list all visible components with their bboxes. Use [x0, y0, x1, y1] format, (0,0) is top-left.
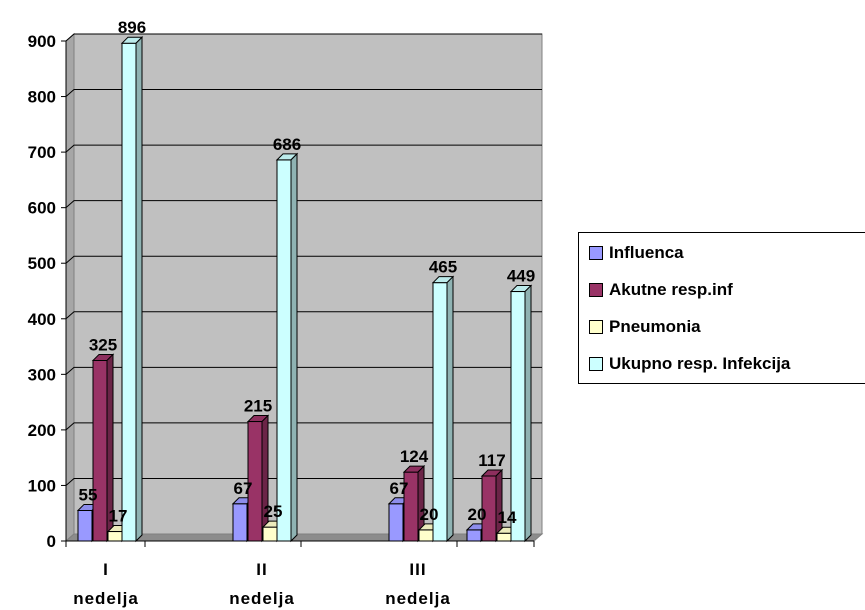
y-tick-label: 100 — [28, 476, 56, 495]
bar — [509, 284, 533, 543]
legend: Influenca Akutne resp.inf Pneumonia Ukupno … — [578, 232, 865, 384]
bar — [120, 36, 144, 543]
legend-item: Ukupno resp. Infekcija — [589, 354, 790, 374]
gridline — [65, 33, 542, 42]
data-label: 215 — [244, 397, 272, 416]
bar — [275, 152, 299, 543]
data-label: 896 — [118, 18, 146, 37]
gridline — [65, 200, 542, 209]
category-label: II — [256, 560, 267, 579]
y-tick-label: 0 — [47, 532, 56, 551]
data-label: 325 — [89, 335, 117, 354]
gridline — [65, 311, 542, 320]
bar-side — [135, 36, 143, 543]
y-tick-label: 200 — [28, 421, 56, 440]
legend-label: Pneumonia — [609, 317, 701, 336]
legend-swatch — [589, 246, 603, 260]
bar-front — [466, 529, 482, 542]
bar-front — [232, 503, 248, 542]
bar-side — [261, 414, 269, 543]
y-tick-label: 800 — [28, 88, 56, 107]
gridline — [65, 477, 542, 486]
gridline — [65, 144, 542, 153]
bar-side — [290, 152, 298, 543]
legend-swatch — [589, 357, 603, 371]
legend-item: Akutne resp.inf — [589, 280, 733, 300]
gridline — [65, 366, 542, 375]
y-tick-label: 300 — [28, 365, 56, 384]
category-label: nedelja — [73, 589, 139, 608]
legend-item: Pneumonia — [589, 317, 701, 337]
bar-front — [418, 529, 434, 542]
bar — [246, 414, 270, 543]
plot-side-wall — [65, 32, 75, 543]
data-label: 449 — [507, 267, 535, 286]
legend-label: Influenca — [609, 243, 684, 262]
bar — [480, 468, 504, 543]
data-label: 17 — [109, 507, 128, 526]
plot-back-wall — [73, 33, 543, 535]
legend-swatch — [589, 320, 603, 334]
bar-front — [92, 359, 108, 542]
data-label: 686 — [273, 135, 301, 154]
y-tick-label: 400 — [28, 310, 56, 329]
bar-side — [446, 275, 454, 543]
data-label: 465 — [429, 258, 457, 277]
bar-front — [262, 526, 278, 542]
category-label: nedelja — [385, 589, 451, 608]
y-tick-label: 900 — [28, 32, 56, 51]
bars — [76, 36, 533, 543]
gridline — [65, 89, 542, 97]
bar-front — [496, 532, 512, 542]
legend-swatch — [589, 283, 603, 297]
data-labels: 55 67 67 20 325 215 124 117 17 25 20 14 896 686 465 449 — [79, 18, 536, 527]
category-label: nedelja — [229, 589, 295, 608]
data-label: 117 — [478, 451, 505, 470]
bar-front — [107, 531, 123, 542]
bar-front — [121, 42, 137, 542]
gridline — [65, 255, 542, 264]
legend-item: Influenca — [589, 243, 684, 263]
category-label: III — [409, 560, 426, 579]
bar-front — [510, 291, 526, 542]
bar-front — [432, 282, 448, 542]
data-label: 14 — [498, 508, 517, 527]
legend-label: Akutne resp.inf — [609, 280, 733, 299]
data-label: 124 — [400, 447, 429, 466]
y-tick-label: 700 — [28, 143, 56, 162]
data-label: 55 — [79, 485, 98, 504]
category-label: I — [103, 560, 109, 579]
bar — [431, 275, 455, 543]
data-label: 67 — [390, 479, 409, 498]
bar — [402, 464, 426, 543]
bar-front — [276, 159, 292, 542]
bar-front — [388, 503, 404, 542]
y-tick-label: 600 — [28, 199, 56, 218]
data-label: 25 — [264, 502, 283, 521]
bar-front — [77, 509, 93, 542]
data-label: 20 — [468, 505, 487, 524]
legend-label: Ukupno resp. Infekcija — [609, 354, 791, 373]
data-label: 20 — [420, 505, 439, 524]
y-tick-label: 500 — [28, 254, 56, 273]
gridlines — [65, 33, 542, 486]
data-label: 67 — [234, 479, 253, 498]
bar-side — [524, 284, 532, 543]
gridline — [65, 422, 542, 431]
